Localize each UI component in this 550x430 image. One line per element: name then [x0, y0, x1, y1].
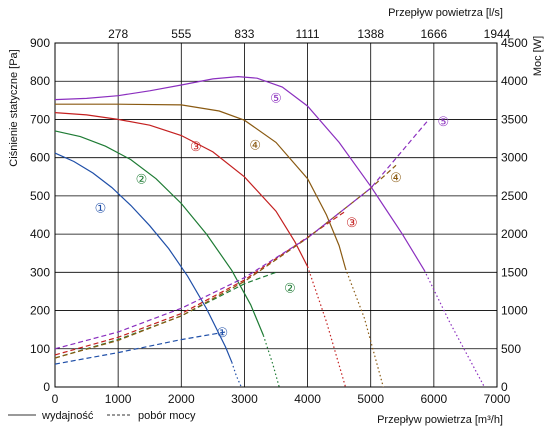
y-left-tick-label: 200 — [30, 304, 50, 318]
pressure-curve-label-1: ① — [95, 200, 107, 215]
x-bottom-tick-label: 1000 — [105, 392, 132, 406]
power-curve-label-5: ⑤ — [438, 114, 450, 129]
bottom-axis-title: Przepływ powietrza [m³/h] — [377, 414, 503, 426]
y-left-tick-label: 300 — [30, 265, 50, 279]
x-bottom-tick-label: 2000 — [168, 392, 195, 406]
x-top-tick-label: 1944 — [484, 27, 511, 41]
x-bottom-tick-label: 5000 — [357, 392, 384, 406]
pressure-curve-extension-2 — [262, 335, 280, 388]
pressure-curve-label-4: ④ — [249, 137, 261, 152]
pressure-curve-extension-3 — [307, 266, 347, 388]
grid — [54, 42, 498, 388]
pressure-curve-4 — [55, 103, 347, 269]
x-bottom-tick-label: 3000 — [231, 392, 258, 406]
pressure-curve-label-3: ③ — [190, 139, 202, 154]
right-axis-title: Moc [W] — [532, 36, 544, 76]
pressure-curve-extension-1 — [231, 362, 242, 388]
y-left-tick-label: 100 — [30, 342, 50, 356]
power-curve-label-4: ④ — [390, 170, 402, 185]
plot-frame — [54, 42, 498, 388]
y-right-tick-label: 1000 — [501, 304, 528, 318]
legend-dashed-label: pobór mocy — [138, 410, 196, 422]
pressure-curve-2 — [54, 130, 264, 336]
x-bottom-tick-label: 7000 — [484, 392, 511, 406]
curves — [54, 75, 485, 388]
top-axis-title: Przepływ powietrza [l/s] — [388, 7, 503, 19]
power-curve-label-1: ① — [217, 325, 229, 340]
left-axis-title: Ciśnienie statyczne [Pa] — [8, 49, 20, 166]
legend-solid-label: wydajność — [41, 410, 94, 422]
power-curve-4 — [54, 164, 397, 359]
x-bottom-tick-label: 6000 — [421, 392, 448, 406]
y-left-tick-label: 700 — [30, 112, 50, 126]
x-bottom-tick-label: 0 — [52, 392, 59, 406]
y-left-tick-label: 400 — [30, 227, 50, 241]
legend: wydajność pobór mocy — [8, 410, 196, 422]
y-right-tick-label: 0 — [501, 380, 508, 394]
y-right-tick-label: 3000 — [501, 151, 528, 165]
x-top-tick-label: 1388 — [357, 27, 384, 41]
y-left-tick-label: 500 — [30, 189, 50, 203]
x-top-tick-label: 1666 — [421, 27, 448, 41]
power-curve-1 — [54, 331, 226, 365]
x-top-tick-label: 1111 — [296, 27, 320, 41]
pressure-curve-extension-4 — [344, 268, 384, 388]
y-left-tick-label: 900 — [30, 36, 50, 50]
x-top-tick-label: 555 — [171, 27, 191, 41]
x-top-tick-label: 833 — [234, 27, 254, 41]
power-curve-3 — [54, 210, 346, 356]
x-bottom-tick-label: 4000 — [294, 392, 321, 406]
y-right-tick-label: 500 — [501, 342, 521, 356]
y-left-tick-label: 800 — [30, 74, 50, 88]
pressure-curve-extension-5 — [423, 270, 485, 388]
y-left-tick-label: 0 — [43, 380, 50, 394]
power-curve-label-2: ② — [284, 281, 296, 296]
y-right-tick-label: 4000 — [501, 74, 528, 88]
pressure-curve-label-5: ⑤ — [270, 91, 282, 106]
pressure-curve-5 — [54, 75, 425, 271]
pressure-curve-label-2: ② — [136, 172, 148, 187]
y-right-tick-label: 1500 — [501, 265, 528, 279]
curve-labels: ① ② ③ ④ ⑤ ① ② ③ ④ ⑤ — [95, 91, 450, 340]
y-right-tick-label: 2500 — [501, 189, 528, 203]
power-curve-5 — [54, 120, 428, 350]
pressure-curve-3 — [54, 112, 309, 267]
pressure-curve-1 — [54, 152, 233, 363]
power-curve-label-3: ③ — [346, 215, 358, 230]
y-right-tick-label: 3500 — [501, 112, 528, 126]
x-top-tick-label: 278 — [108, 27, 128, 41]
y-right-tick-label: 2000 — [501, 227, 528, 241]
y-left-tick-label: 600 — [30, 151, 50, 165]
y-right-tick-label: 4500 — [501, 36, 528, 50]
